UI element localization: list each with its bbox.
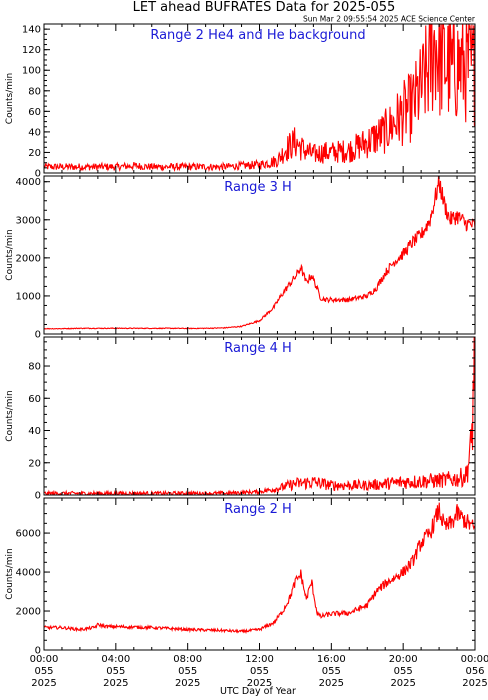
y-axis-label: Counts/min	[5, 229, 15, 280]
y-tick-label: 120	[22, 45, 41, 56]
x-tick-label: 056	[465, 666, 484, 677]
panel-3: 0 20 40 60 80 Range 4 H Counts/min	[5, 336, 476, 502]
x-tick-label: 055	[106, 666, 125, 677]
y-tick-label: 40	[28, 127, 41, 138]
y-axis-label: Counts/min	[5, 390, 15, 441]
y-tick-label: 100	[22, 66, 41, 77]
panel-2: 0 1000 2000 3000 4000 Range 3 H Counts/min	[5, 175, 476, 341]
y-tick-label: 80	[28, 362, 41, 373]
y-tick-label: 1000	[16, 291, 41, 302]
x-tick-label: 055	[250, 666, 269, 677]
y-tick-label: 20	[28, 458, 41, 469]
x-tick-label: 04:00	[101, 654, 130, 665]
chart-title: LET ahead BUFRATES Data for 2025-055	[133, 0, 396, 15]
plot-frame	[43, 497, 476, 651]
y-tick-label: 4000	[16, 568, 41, 579]
y-tick-label: 60	[28, 394, 41, 405]
y-tick-label: 3000	[16, 215, 41, 226]
y-tick-label: 4000	[16, 177, 41, 188]
y-tick-label: 2000	[16, 607, 41, 618]
x-tick-label: 2025	[462, 678, 487, 689]
x-tick-label: 2025	[247, 678, 272, 689]
panel-title: Range 2 He4 and He background	[150, 28, 365, 43]
plot-frame	[43, 175, 476, 335]
x-tick-label: 055	[178, 666, 197, 677]
x-tick-label: 2025	[175, 678, 200, 689]
x-tick-label: 2025	[103, 678, 128, 689]
y-tick-label: 20	[28, 148, 41, 159]
x-tick-label: 055	[394, 666, 413, 677]
y-tick-label: 40	[28, 426, 41, 437]
data-trace	[44, 502, 475, 635]
x-tick-label: 055	[34, 666, 53, 677]
x-tick-label: 00:00	[30, 654, 59, 665]
x-axis-label: UTC Day of Year	[220, 686, 296, 697]
y-tick-label: 0	[35, 646, 41, 657]
y-axis-label: Counts/min	[5, 548, 15, 599]
y-axis-label: Counts/min	[5, 73, 15, 124]
y-tick-label: 60	[28, 107, 41, 118]
y-tick-label: 0	[35, 491, 41, 502]
x-tick-labels: 00:00055202504:00055202508:00055202512:0…	[30, 654, 488, 689]
data-trace	[44, 337, 475, 495]
panel-4: 0 2000 4000 6000 Range 2 H Counts/min	[5, 497, 476, 657]
data-trace	[44, 24, 475, 173]
data-trace	[44, 176, 475, 330]
panel-title: Range 3 H	[224, 180, 292, 195]
plot-frame	[43, 336, 476, 496]
x-tick-label: 2025	[390, 678, 415, 689]
panel-title: Range 4 H	[224, 341, 292, 356]
x-tick-label: 2025	[319, 678, 344, 689]
y-tick-label: 0	[35, 330, 41, 341]
x-tick-label: 2025	[31, 678, 56, 689]
timestamp: Sun Mar 2 09:55:54 2025 ACE Science Cent…	[303, 15, 476, 24]
y-tick-label: 0	[35, 169, 41, 180]
y-tick-label: 6000	[16, 529, 41, 540]
y-tick-label: 140	[22, 25, 41, 36]
panels: 0 20 40 60 80 100 120 140 Range 2 He4 and He bac…	[5, 23, 476, 657]
x-tick-label: 16:00	[317, 654, 346, 665]
y-tick-label: 80	[28, 86, 41, 97]
x-tick-label: 00:00	[461, 654, 488, 665]
panel-1: 0 20 40 60 80 100 120 140 Range 2 He4 and He bac…	[5, 23, 476, 180]
x-tick-label: 12:00	[245, 654, 274, 665]
y-tick-label: 2000	[16, 253, 41, 264]
panel-title: Range 2 H	[224, 502, 292, 517]
x-tick-label: 08:00	[173, 654, 202, 665]
x-tick-label: 055	[322, 666, 341, 677]
x-tick-label: 20:00	[389, 654, 418, 665]
